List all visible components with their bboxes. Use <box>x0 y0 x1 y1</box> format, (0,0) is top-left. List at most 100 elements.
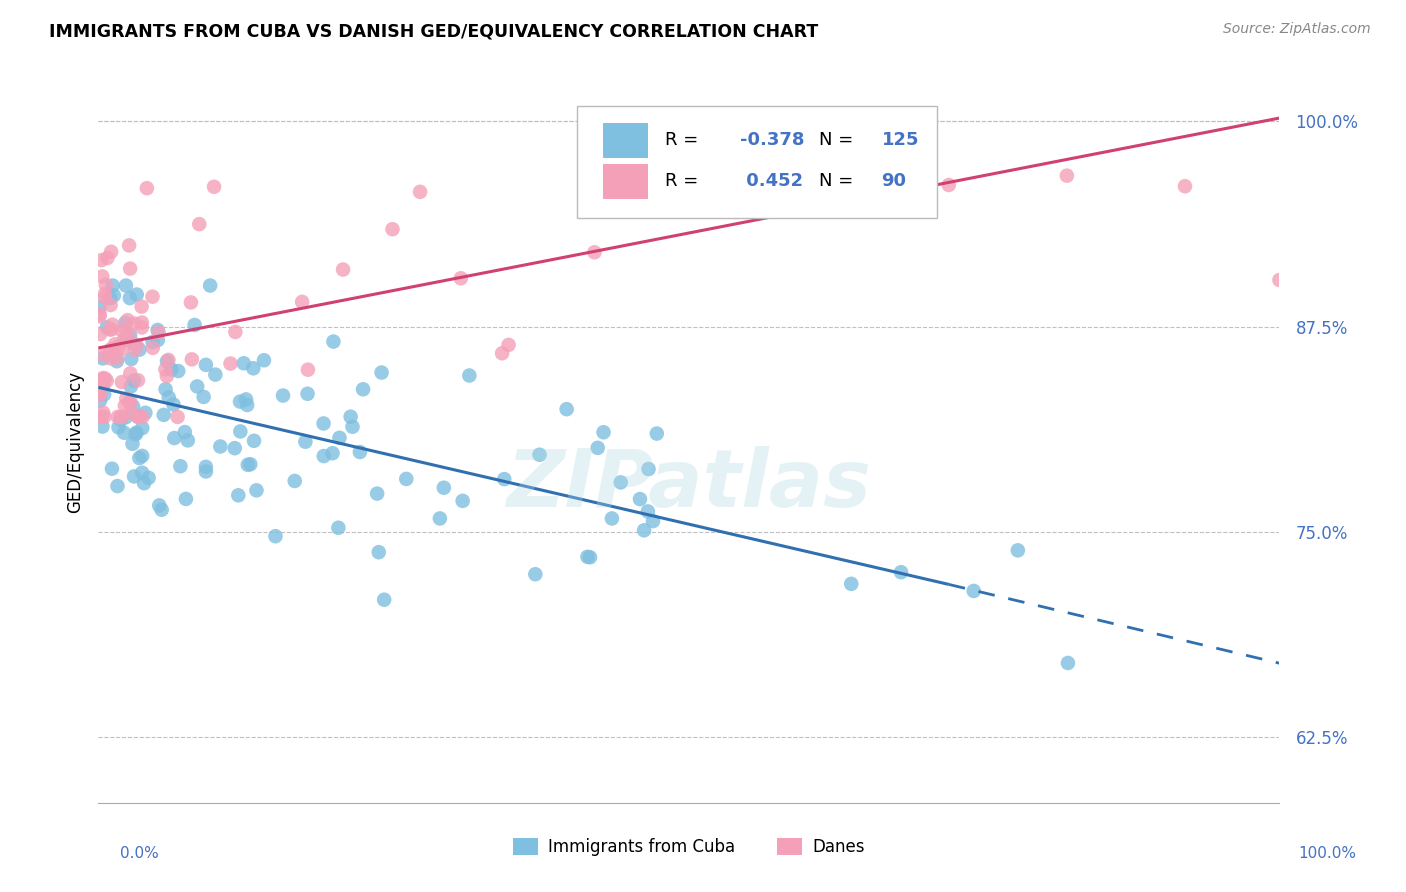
Point <box>586 441 609 455</box>
Text: 90: 90 <box>882 172 907 190</box>
Point <box>124 337 146 351</box>
Point <box>111 409 134 424</box>
Point <box>194 465 217 479</box>
Text: Source: ZipAtlas.com: Source: ZipAtlas.com <box>1223 22 1371 37</box>
Point <box>839 577 862 591</box>
Point <box>134 406 156 420</box>
Point <box>90 253 112 268</box>
Point <box>166 409 188 424</box>
Point <box>641 514 664 528</box>
Point <box>91 269 114 284</box>
Point <box>328 521 350 535</box>
Point <box>938 178 960 192</box>
Point <box>120 328 142 343</box>
Point <box>160 362 183 376</box>
Point <box>105 351 128 365</box>
Point <box>451 494 474 508</box>
Point <box>128 450 150 465</box>
Point <box>529 448 551 462</box>
Point <box>94 286 117 301</box>
Point <box>209 440 232 454</box>
Point <box>124 427 146 442</box>
Point <box>592 425 614 440</box>
Y-axis label: GED/Equivalency: GED/Equivalency <box>66 370 84 513</box>
Point <box>169 459 191 474</box>
Point <box>637 462 659 476</box>
Point <box>322 334 344 349</box>
Point <box>349 445 371 459</box>
Point <box>98 351 121 366</box>
Text: N =: N = <box>818 172 859 190</box>
Point <box>128 343 150 357</box>
Point <box>576 549 599 564</box>
Point <box>494 472 516 486</box>
Point <box>103 288 125 302</box>
Point <box>120 379 142 393</box>
Point <box>1057 656 1080 670</box>
Point <box>124 343 146 357</box>
Point <box>150 502 173 516</box>
Point <box>156 354 179 368</box>
Point <box>131 300 153 314</box>
Point <box>148 499 170 513</box>
Point <box>146 323 169 337</box>
Point <box>633 524 655 538</box>
Point <box>373 592 395 607</box>
Point <box>131 320 153 334</box>
Point <box>236 398 259 412</box>
Point <box>91 371 114 385</box>
Point <box>583 245 606 260</box>
Point <box>104 337 127 351</box>
Point <box>91 419 114 434</box>
Point <box>118 238 141 252</box>
Point <box>366 486 388 500</box>
Point <box>381 222 404 236</box>
Point <box>114 399 136 413</box>
Point <box>120 405 142 419</box>
Point <box>89 307 111 321</box>
Point <box>131 409 153 424</box>
Point <box>89 326 111 341</box>
Point <box>98 291 121 305</box>
Point <box>395 472 418 486</box>
Point <box>96 251 118 265</box>
Point <box>157 352 180 367</box>
Point <box>183 318 205 332</box>
Point <box>89 376 111 391</box>
Point <box>89 393 111 408</box>
Point <box>450 271 472 285</box>
Point <box>229 425 252 439</box>
Point <box>628 492 651 507</box>
Point <box>91 372 114 386</box>
Point <box>101 461 124 475</box>
Point <box>157 391 180 405</box>
Point <box>111 324 134 338</box>
Point <box>156 368 179 383</box>
Point <box>291 294 314 309</box>
Point <box>89 388 111 402</box>
Point <box>101 278 124 293</box>
Point <box>98 322 121 336</box>
Point <box>294 434 316 449</box>
Point <box>152 408 174 422</box>
Point <box>107 479 129 493</box>
Point <box>122 469 145 483</box>
Point <box>224 441 246 455</box>
Point <box>890 565 912 579</box>
Point <box>100 298 122 312</box>
Text: ZIPatlas: ZIPatlas <box>506 446 872 524</box>
Point <box>120 351 142 366</box>
Point <box>125 425 148 440</box>
Point <box>491 346 513 360</box>
Point <box>128 409 150 424</box>
Text: 0.452: 0.452 <box>740 172 803 190</box>
Point <box>94 277 117 292</box>
Text: 100.0%: 100.0% <box>1299 846 1357 861</box>
Point <box>142 341 165 355</box>
Point <box>219 357 242 371</box>
Point <box>202 179 225 194</box>
Point <box>110 409 132 424</box>
Point <box>107 420 129 434</box>
Point <box>93 409 115 424</box>
Text: -0.378: -0.378 <box>740 131 804 149</box>
